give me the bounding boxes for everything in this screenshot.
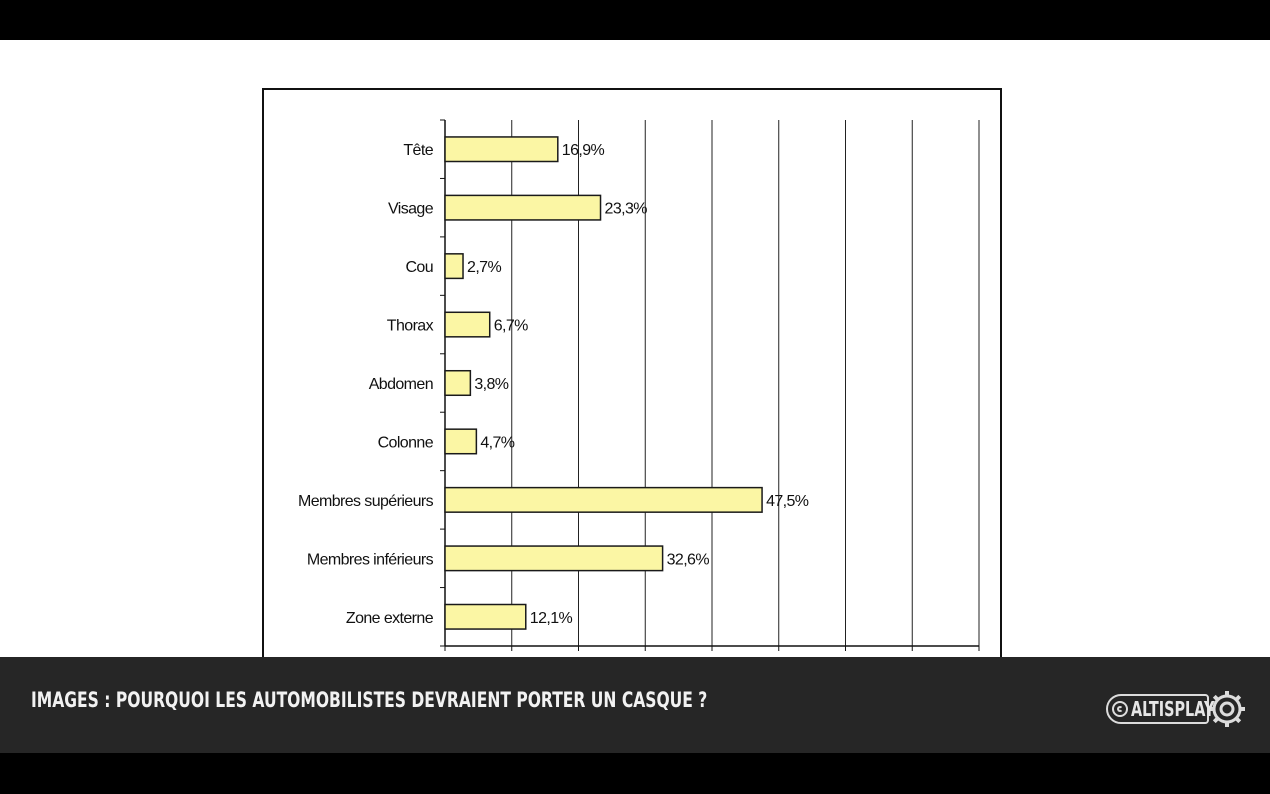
data-label: 16,9% bbox=[562, 142, 605, 159]
chart-frame: 0,0%10,0%20,0%30,0%40,0%50,0%60,0%70,0%8… bbox=[262, 88, 1002, 692]
logo-text: ALTISPLAY bbox=[1131, 697, 1215, 721]
data-label: 2,7% bbox=[467, 259, 501, 276]
category-label: Membres supérieurs bbox=[298, 493, 434, 510]
category-label: Zone externe bbox=[346, 610, 434, 627]
category-label: Membres inférieurs bbox=[307, 551, 434, 568]
bar-chart: 0,0%10,0%20,0%30,0%40,0%50,0%60,0%70,0%8… bbox=[298, 119, 1000, 680]
category-label: Thorax bbox=[387, 318, 434, 335]
slide-area: 0,0%10,0%20,0%30,0%40,0%50,0%60,0%70,0%8… bbox=[0, 40, 1270, 692]
gear-icon bbox=[1209, 691, 1245, 727]
copyright-circle-icon bbox=[1112, 701, 1128, 717]
bar bbox=[444, 369, 472, 397]
category-label: Abdomen bbox=[369, 376, 433, 393]
bar bbox=[444, 428, 478, 455]
top-letterbox bbox=[0, 0, 1270, 40]
bar bbox=[444, 486, 763, 513]
category-label: Tête bbox=[403, 142, 433, 159]
data-label: 3,8% bbox=[474, 376, 508, 393]
altisplay-logo: ALTISPLAY bbox=[1106, 690, 1247, 728]
bar bbox=[444, 545, 664, 572]
bar bbox=[444, 253, 464, 280]
bar bbox=[444, 603, 527, 630]
data-label: 32,6% bbox=[667, 551, 710, 568]
category-label: Cou bbox=[405, 259, 433, 276]
data-label: 23,3% bbox=[605, 201, 648, 218]
bar bbox=[444, 136, 559, 163]
bar bbox=[444, 311, 491, 338]
data-label: 4,7% bbox=[480, 434, 514, 451]
bar bbox=[444, 194, 602, 221]
bottom-letterbox bbox=[0, 753, 1270, 794]
logo-pill: ALTISPLAY bbox=[1106, 694, 1215, 724]
category-label: Colonne bbox=[378, 434, 434, 451]
caption-bar: IMAGES : POURQUOI LES AUTOMOBILISTES DEV… bbox=[0, 657, 1270, 753]
caption-title: IMAGES : POURQUOI LES AUTOMOBILISTES DEV… bbox=[31, 688, 708, 712]
data-label: 12,1% bbox=[530, 610, 573, 627]
data-label: 47,5% bbox=[766, 493, 809, 510]
data-label: 6,7% bbox=[494, 318, 528, 335]
category-label: Visage bbox=[388, 201, 434, 218]
